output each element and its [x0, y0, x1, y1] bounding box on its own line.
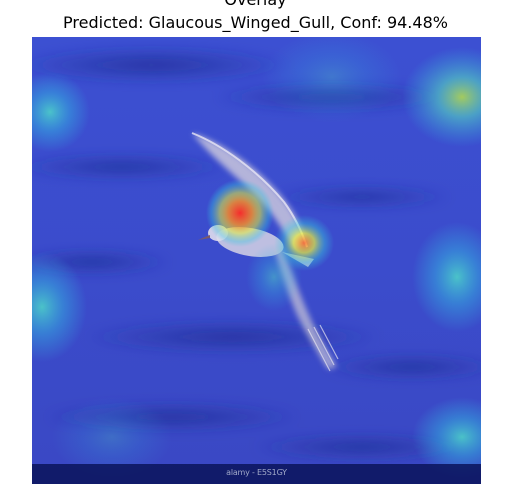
- figure-subtitle: Predicted: Glaucous_Winged_Gull, Conf: 9…: [0, 13, 511, 32]
- watermark-text: alamy - E5S1GY: [32, 467, 481, 479]
- heatmap-overlay-image: alamy - E5S1GY: [32, 37, 481, 484]
- figure-title: Overlay: [0, 0, 511, 9]
- overlay-canvas: [32, 37, 481, 484]
